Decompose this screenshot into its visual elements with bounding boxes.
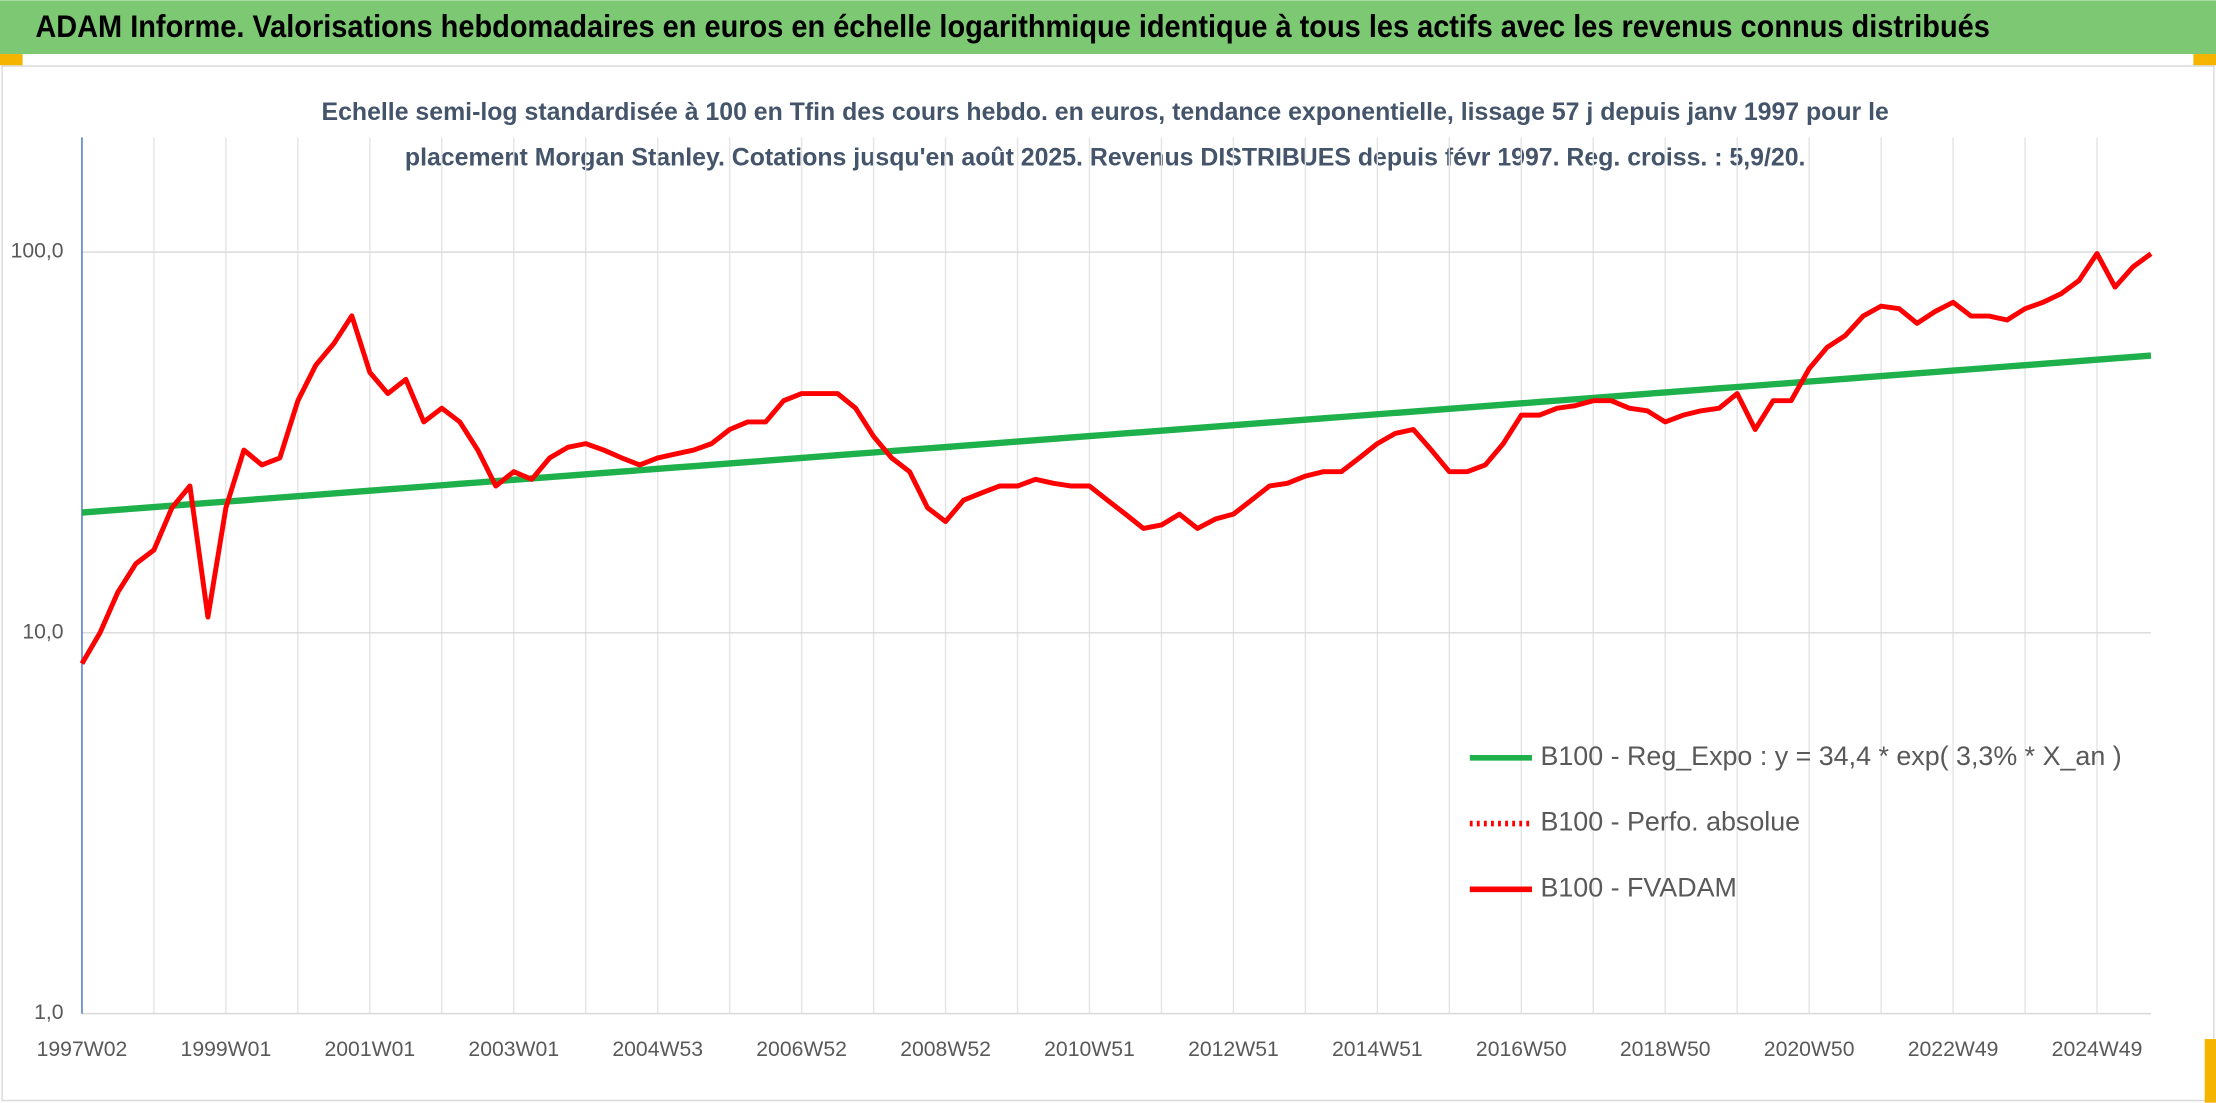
x-tick-label: 2020W50 xyxy=(1764,1038,1855,1061)
grid xyxy=(81,137,2151,1015)
chart-frame xyxy=(1,65,2215,1102)
x-tick-label: 1999W01 xyxy=(181,1038,272,1061)
y-tick-label: 100,0 xyxy=(11,240,64,263)
plot-area: 1997W02 1999W01 2001W01 2003W01 2004W53 2006W… xyxy=(11,240,2153,1061)
x-tick-label: 2006W52 xyxy=(756,1038,847,1061)
x-tick-label: 2010W51 xyxy=(1044,1038,1135,1061)
header-band xyxy=(0,0,2216,55)
x-tick-label: 2003W01 xyxy=(468,1038,559,1061)
x-tick-label: 2008W52 xyxy=(900,1038,991,1061)
legend: B100 - Reg_Expo : y = 34,4 * exp( 3,3% *… xyxy=(1469,741,2122,902)
corner-mark xyxy=(2193,54,2216,66)
x-tick-label: 2018W50 xyxy=(1620,1038,1711,1061)
x-tick-label: 2022W49 xyxy=(1908,1038,1999,1061)
y-tick-label: 10,0 xyxy=(22,620,63,643)
series-line xyxy=(79,251,2153,665)
chart-subtitle: Echelle semi-log standardisée à 100 en T… xyxy=(322,98,1889,126)
legend-label: B100 - Perfo. absolue xyxy=(1540,807,1800,837)
header-title: ADAM Informe. Valorisations hebdomadaire… xyxy=(35,9,1990,44)
x-tick-label: 2016W50 xyxy=(1476,1038,1567,1061)
legend-label: B100 - FVADAM xyxy=(1540,872,1736,902)
x-tick-label: 2004W53 xyxy=(612,1038,703,1061)
corner-mark xyxy=(0,54,23,66)
chart-subtitle: placement Morgan Stanley. Cotations jusq… xyxy=(405,143,1806,171)
series-line xyxy=(81,352,2152,516)
x-tick-label: 2012W51 xyxy=(1188,1038,1279,1061)
x-tick-label: 1997W02 xyxy=(37,1038,128,1061)
y-tick-label: 1,0 xyxy=(34,1001,63,1024)
x-tick-label: 2024W49 xyxy=(2052,1038,2143,1061)
x-tick-label: 2014W51 xyxy=(1332,1038,1423,1061)
x-tick-label: 2001W01 xyxy=(324,1038,415,1061)
corner-mark xyxy=(2204,1039,2216,1103)
legend-label: B100 - Reg_Expo : y = 34,4 * exp( 3,3% *… xyxy=(1540,741,2121,771)
